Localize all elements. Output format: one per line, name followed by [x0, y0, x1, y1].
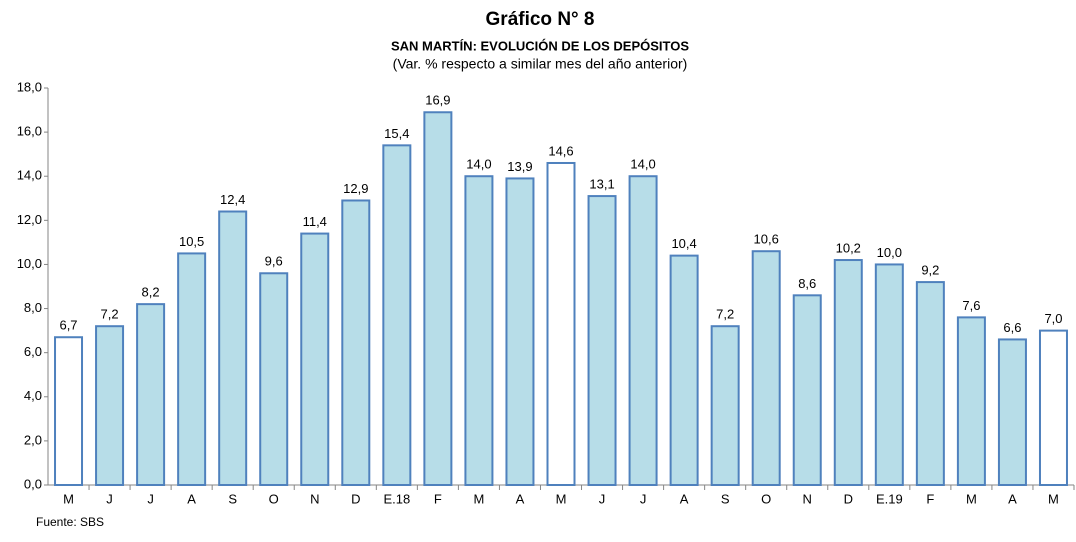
bar: [792, 294, 822, 487]
value-label: 10,6: [754, 232, 779, 247]
x-tick-label: S: [721, 491, 730, 506]
y-tick-label: 2,0: [24, 432, 42, 447]
value-label: 7,6: [962, 298, 980, 313]
x-tick-label: O: [761, 491, 771, 506]
bar: [341, 199, 371, 486]
bar: [136, 303, 166, 486]
bar: [915, 281, 945, 487]
x-tick-label: J: [599, 491, 606, 506]
bar: [54, 336, 84, 486]
bar: [628, 175, 658, 486]
bar: [300, 232, 330, 486]
y-tick-label: 0,0: [24, 476, 42, 491]
value-label: 16,9: [425, 93, 450, 108]
value-label: 14,6: [548, 143, 573, 158]
y-tick-label: 10,0: [17, 256, 42, 271]
value-label: 13,9: [507, 159, 532, 174]
y-tick-label: 14,0: [17, 168, 42, 183]
bar: [95, 325, 125, 487]
bar: [751, 250, 781, 486]
x-tick-label: N: [803, 491, 812, 506]
bar: [833, 259, 863, 486]
x-tick-label: E.18: [383, 491, 410, 506]
x-tick-label: J: [640, 491, 647, 506]
bar: [177, 252, 207, 486]
x-tick-label: O: [269, 491, 279, 506]
value-label: 8,6: [798, 276, 816, 291]
value-label: 15,4: [384, 126, 409, 141]
x-tick-label: S: [228, 491, 237, 506]
x-tick-label: N: [310, 491, 319, 506]
bar: [423, 111, 453, 486]
x-tick-label: A: [187, 491, 196, 506]
y-tick-label: 16,0: [17, 124, 42, 139]
x-tick-label: M: [473, 491, 484, 506]
x-tick-label: A: [1008, 491, 1017, 506]
value-label: 10,2: [836, 240, 861, 255]
x-tick-label: J: [106, 491, 113, 506]
bar: [259, 272, 289, 486]
x-tick-label: D: [844, 491, 853, 506]
x-tick-label: A: [516, 491, 525, 506]
source-note: Fuente: SBS: [36, 515, 104, 529]
value-label: 11,4: [303, 214, 327, 229]
value-label: 8,2: [142, 285, 160, 300]
chart-subtitle: SAN MARTÍN: EVOLUCIÓN DE LOS DEPÓSITOS: [391, 38, 689, 53]
bar: [382, 144, 412, 486]
y-tick-label: 12,0: [17, 212, 42, 227]
x-tick-label: M: [63, 491, 74, 506]
x-tick-label: A: [680, 491, 689, 506]
value-label: 10,5: [179, 234, 204, 249]
x-tick-label: M: [1048, 491, 1059, 506]
bar: [956, 316, 986, 486]
y-tick-label: 8,0: [24, 300, 42, 315]
bar: [874, 263, 904, 487]
value-label: 10,4: [671, 236, 696, 251]
x-tick-label: E.19: [876, 491, 903, 506]
value-label: 10,0: [877, 245, 902, 260]
value-label: 6,6: [1003, 320, 1021, 335]
value-label: 7,2: [716, 307, 734, 322]
value-label: 7,2: [101, 307, 119, 322]
value-label: 12,9: [343, 181, 368, 196]
chart-subtitle: (Var. % respecto a similar mes del año a…: [393, 56, 688, 72]
value-label: 9,6: [265, 254, 283, 269]
bar: [1038, 329, 1068, 486]
value-label: 14,0: [630, 157, 655, 172]
bar: [546, 161, 576, 486]
value-label: 7,0: [1044, 311, 1062, 326]
bar: [218, 210, 248, 486]
x-tick-label: D: [351, 491, 360, 506]
x-tick-label: F: [926, 491, 934, 506]
bar: [464, 175, 494, 486]
x-tick-label: J: [147, 491, 154, 506]
bar: [997, 338, 1027, 486]
bar: [505, 177, 535, 487]
y-tick-label: 18,0: [17, 79, 42, 94]
bar: [587, 195, 617, 486]
x-tick-label: M: [966, 491, 977, 506]
chart-title: Gráfico N° 8: [486, 9, 595, 30]
value-label: 13,1: [589, 177, 614, 192]
value-label: 6,7: [59, 318, 77, 333]
x-tick-label: F: [434, 491, 442, 506]
value-label: 14,0: [466, 157, 491, 172]
x-tick-label: M: [556, 491, 567, 506]
y-tick-label: 6,0: [24, 344, 42, 359]
value-label: 12,4: [220, 192, 245, 207]
bar: [710, 325, 740, 487]
y-tick-label: 4,0: [24, 388, 42, 403]
value-label: 9,2: [921, 263, 939, 278]
bar: [669, 254, 699, 486]
